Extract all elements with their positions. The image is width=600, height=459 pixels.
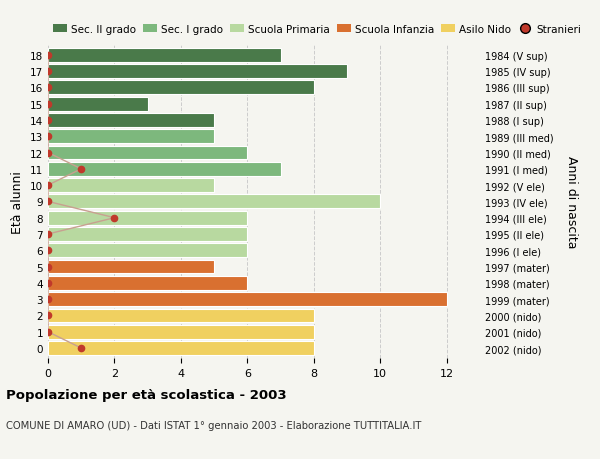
Bar	[48, 244, 247, 257]
Bar	[48, 309, 314, 323]
Bar	[48, 162, 281, 176]
Bar	[48, 130, 214, 144]
Bar	[48, 325, 314, 339]
Bar	[48, 292, 447, 307]
Bar	[48, 97, 148, 112]
Bar	[48, 179, 214, 193]
Bar	[48, 65, 347, 79]
Bar	[48, 228, 247, 241]
Bar	[48, 49, 281, 62]
Bar	[48, 114, 214, 128]
Bar	[48, 195, 380, 209]
Legend: Sec. II grado, Sec. I grado, Scuola Primaria, Scuola Infanzia, Asilo Nido, Stran: Sec. II grado, Sec. I grado, Scuola Prim…	[53, 24, 581, 34]
Y-axis label: Età alunni: Età alunni	[11, 171, 25, 233]
Bar	[48, 146, 247, 160]
Bar	[48, 81, 314, 95]
Text: Popolazione per età scolastica - 2003: Popolazione per età scolastica - 2003	[6, 388, 287, 401]
Bar	[48, 341, 314, 355]
Bar	[48, 211, 247, 225]
Text: COMUNE DI AMARO (UD) - Dati ISTAT 1° gennaio 2003 - Elaborazione TUTTITALIA.IT: COMUNE DI AMARO (UD) - Dati ISTAT 1° gen…	[6, 420, 421, 430]
Y-axis label: Anni di nascita: Anni di nascita	[565, 156, 578, 248]
Bar	[48, 260, 214, 274]
Bar	[48, 276, 247, 290]
